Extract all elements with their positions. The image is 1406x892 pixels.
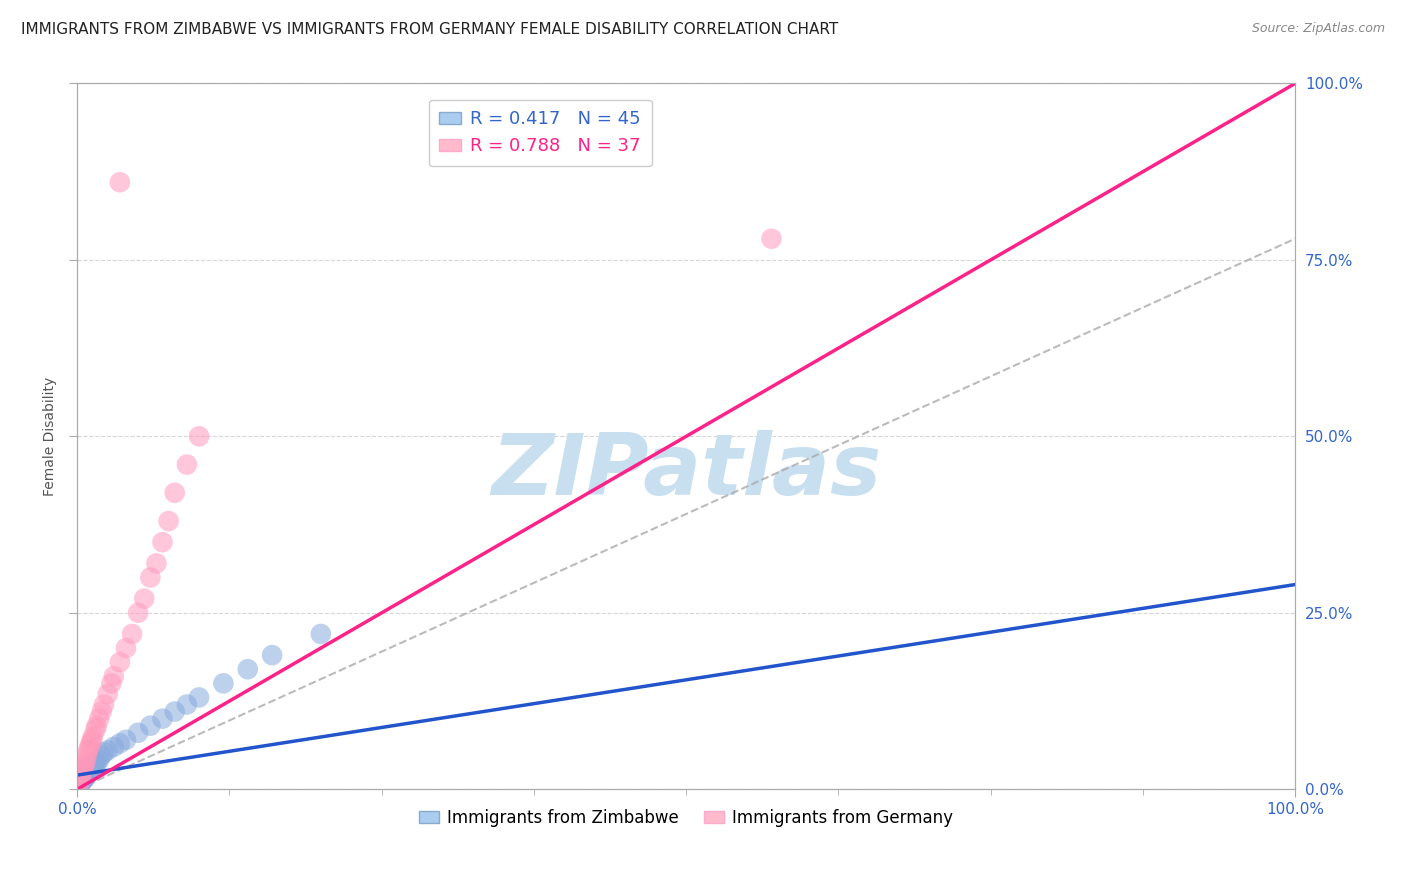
Point bbox=[152, 535, 174, 549]
Point bbox=[86, 756, 108, 771]
Point bbox=[145, 557, 167, 571]
Point bbox=[761, 232, 783, 246]
Point bbox=[70, 774, 93, 789]
Point bbox=[77, 766, 100, 780]
Point bbox=[100, 676, 122, 690]
Point bbox=[72, 761, 94, 775]
Point bbox=[77, 743, 100, 757]
Point bbox=[163, 705, 186, 719]
Point bbox=[70, 770, 93, 784]
Text: ZIPatlas: ZIPatlas bbox=[491, 430, 882, 513]
Text: IMMIGRANTS FROM ZIMBABWE VS IMMIGRANTS FROM GERMANY FEMALE DISABILITY CORRELATIO: IMMIGRANTS FROM ZIMBABWE VS IMMIGRANTS F… bbox=[21, 22, 838, 37]
Point bbox=[80, 761, 103, 775]
Point bbox=[67, 773, 90, 788]
Point bbox=[72, 769, 94, 783]
Point bbox=[79, 763, 101, 777]
Point bbox=[83, 759, 105, 773]
Point bbox=[69, 772, 91, 786]
Point bbox=[212, 676, 235, 690]
Point bbox=[79, 736, 101, 750]
Point bbox=[90, 705, 112, 719]
Point bbox=[188, 429, 211, 443]
Point bbox=[121, 627, 143, 641]
Point bbox=[139, 719, 162, 733]
Point bbox=[134, 591, 156, 606]
Point bbox=[73, 772, 96, 786]
Point bbox=[70, 776, 93, 790]
Point bbox=[176, 698, 198, 712]
Point bbox=[67, 776, 90, 790]
Point bbox=[70, 764, 93, 779]
Point bbox=[67, 779, 90, 793]
Point bbox=[309, 627, 332, 641]
Point bbox=[176, 458, 198, 472]
Point bbox=[70, 771, 93, 785]
Point bbox=[90, 748, 112, 763]
Point bbox=[93, 698, 115, 712]
Point bbox=[70, 772, 93, 787]
Point bbox=[89, 753, 111, 767]
Point bbox=[79, 739, 101, 754]
Point bbox=[93, 746, 115, 760]
Point bbox=[108, 736, 131, 750]
Point bbox=[108, 175, 131, 189]
Point bbox=[262, 648, 284, 662]
Point bbox=[73, 757, 96, 772]
Point bbox=[236, 662, 259, 676]
Point bbox=[127, 725, 149, 739]
Point bbox=[82, 757, 104, 772]
Point bbox=[69, 778, 91, 792]
Point bbox=[72, 772, 94, 787]
Point bbox=[76, 768, 98, 782]
Point bbox=[103, 739, 125, 754]
Point bbox=[75, 770, 97, 784]
Point bbox=[127, 606, 149, 620]
Point bbox=[89, 712, 111, 726]
Point bbox=[69, 766, 91, 780]
Point bbox=[152, 712, 174, 726]
Point bbox=[188, 690, 211, 705]
Legend: Immigrants from Zimbabwe, Immigrants from Germany: Immigrants from Zimbabwe, Immigrants fro… bbox=[412, 803, 960, 834]
Point bbox=[82, 729, 104, 743]
Point bbox=[67, 775, 90, 789]
Point bbox=[73, 766, 96, 780]
Point bbox=[76, 763, 98, 777]
Point bbox=[163, 485, 186, 500]
Point bbox=[69, 770, 91, 784]
Point bbox=[77, 759, 100, 773]
Point bbox=[103, 669, 125, 683]
Point bbox=[84, 723, 107, 737]
Y-axis label: Female Disability: Female Disability bbox=[44, 376, 58, 496]
Point bbox=[84, 756, 107, 770]
Point bbox=[69, 773, 91, 788]
Point bbox=[80, 732, 103, 747]
Point bbox=[79, 764, 101, 779]
Point bbox=[97, 743, 120, 757]
Point bbox=[108, 655, 131, 669]
Point bbox=[97, 687, 120, 701]
Point bbox=[67, 772, 90, 786]
Point bbox=[115, 641, 138, 656]
Point bbox=[115, 732, 138, 747]
Point bbox=[75, 765, 97, 780]
Text: Source: ZipAtlas.com: Source: ZipAtlas.com bbox=[1251, 22, 1385, 36]
Point bbox=[75, 754, 97, 768]
Point bbox=[139, 570, 162, 584]
Point bbox=[157, 514, 180, 528]
Point bbox=[86, 719, 108, 733]
Point bbox=[67, 779, 90, 793]
Point bbox=[76, 748, 98, 763]
